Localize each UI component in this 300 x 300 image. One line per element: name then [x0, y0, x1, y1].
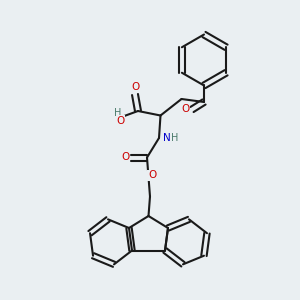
Text: O: O [131, 82, 139, 92]
Text: O: O [121, 152, 129, 163]
Text: N: N [163, 133, 170, 143]
Text: O: O [181, 104, 190, 115]
Text: O: O [116, 116, 125, 126]
Text: H: H [171, 133, 178, 143]
Text: O: O [148, 170, 156, 181]
Text: H: H [114, 108, 122, 118]
